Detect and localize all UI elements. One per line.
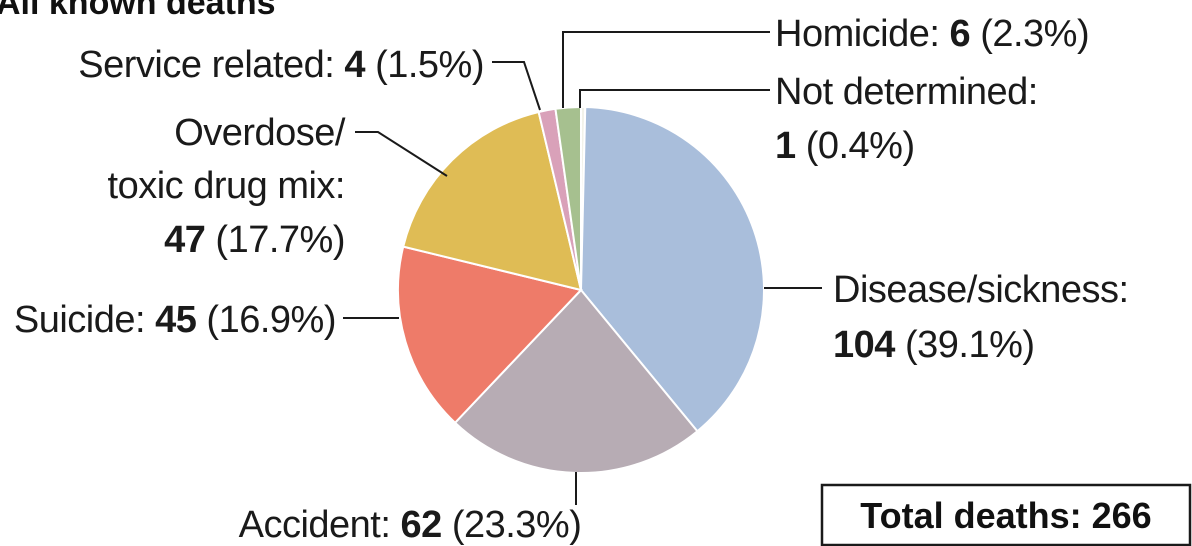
label-service-related: Service related: 4 (1.5%) (78, 44, 484, 86)
leader-line-overdose (355, 131, 448, 177)
leader-lines (343, 31, 822, 505)
leader-line-service-related (492, 61, 541, 111)
pie-slices (397, 105, 765, 474)
label-suicide: Suicide: 45 (16.9%) (14, 299, 336, 341)
pie-slice-disease-sickness (579, 106, 765, 433)
label-accident: Accident: 62 (23.3%) (239, 504, 582, 546)
leader-line-homicide (562, 31, 770, 108)
label-not-determined: Not determined: (775, 71, 1038, 113)
chart-title: All known deaths (0, 0, 276, 22)
label-disease: Disease/sickness: (833, 269, 1129, 311)
label-overdose-line2: toxic drug mix: (108, 165, 345, 207)
label-homicide: Homicide: 6 (2.3%) (775, 13, 1089, 55)
label-disease-value: 104 (39.1%) (833, 324, 1035, 366)
label-overdose: Overdose/ (174, 112, 346, 154)
leader-line-not-determined (579, 89, 770, 108)
pie-slice-accident (453, 288, 699, 474)
pie-slice-suicide (397, 245, 583, 425)
pie-slice-overdose-toxic-drug-mix (402, 110, 583, 292)
total-box (820, 483, 1192, 546)
label-overdose-value: 47 (17.7%) (164, 219, 345, 261)
label-not-determined-value: 1 (0.4%) (775, 125, 915, 167)
total-deaths-label: Total deaths: 266 (860, 495, 1151, 536)
